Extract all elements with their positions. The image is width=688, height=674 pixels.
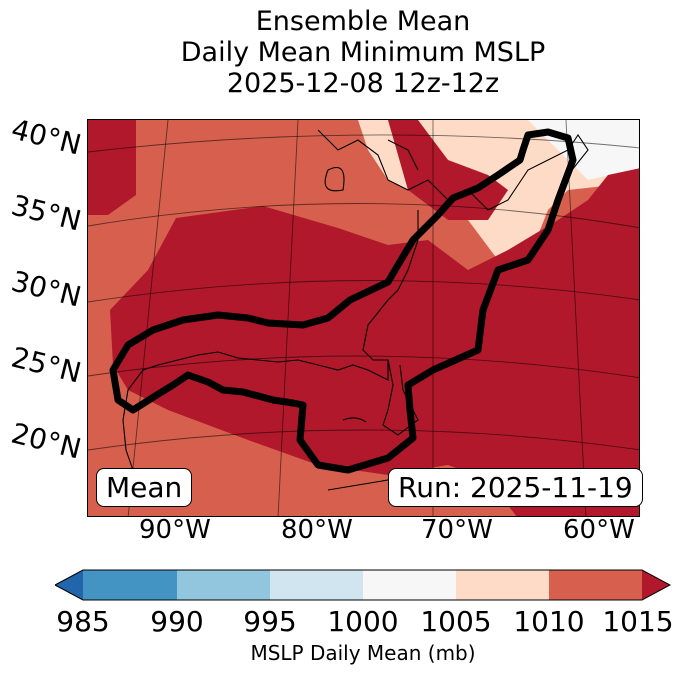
mean-label-box: Mean: [96, 468, 193, 507]
colorbar-segment-1010-1015: [549, 570, 642, 600]
colorbar: [55, 569, 671, 601]
lon-label-70w: 70°W: [421, 515, 493, 545]
lon-label-80w: 80°W: [281, 515, 353, 545]
colorbar-tick-1015: 1015: [602, 605, 674, 638]
lon-label-90w: 90°W: [139, 515, 211, 545]
colorbar-segment-1000-1005: [363, 570, 456, 600]
mslp-field-1015-northeast: [388, 120, 508, 220]
title-line-2: Daily Mean Minimum MSLP: [180, 37, 546, 68]
graticule: [88, 120, 639, 516]
colorbar-tick-985: 985: [56, 605, 110, 638]
colorbar-outline: [55, 569, 671, 601]
colorbar-label: MSLP Daily Mean (mb): [250, 641, 476, 665]
lon-label-60w: 60°W: [563, 515, 635, 545]
colorbar-tick-1010: 1010: [513, 605, 585, 638]
lat-label-25: 25°N: [8, 340, 85, 390]
title-line-1: Ensemble Mean: [255, 6, 471, 37]
colorbar-extend-high: [642, 570, 670, 600]
colorbar-tick-990: 990: [150, 605, 204, 638]
mslp-field-1015-central: [110, 168, 639, 516]
lat-label-20: 20°N: [8, 416, 85, 466]
colorbar-tick-995: 995: [243, 605, 297, 638]
colorbar-segment-985-990: [83, 570, 177, 600]
map-panel: [87, 119, 640, 517]
colorbar-tick-1005: 1005: [420, 605, 492, 638]
title-line-3: 2025-12-08 12z-12z: [226, 68, 500, 99]
mslp-map: [88, 120, 639, 516]
colorbar-segment-1005-1010: [456, 570, 549, 600]
lat-label-40: 40°N: [8, 112, 85, 162]
mslp-field-1015-nw: [88, 120, 136, 215]
colorbar-segment-995-1000: [270, 570, 363, 600]
lat-label-35: 35°N: [8, 188, 85, 238]
run-date-box: Run: 2025-11-19: [388, 468, 643, 507]
colorbar-tick-1000: 1000: [327, 605, 399, 638]
colorbar-segment-990-995: [177, 570, 270, 600]
probability-contour: [109, 128, 577, 474]
lat-label-30: 30°N: [8, 264, 85, 314]
colorbar-extend-low: [55, 570, 83, 600]
map-title: Ensemble Mean Daily Mean Minimum MSLP 20…: [0, 6, 688, 99]
